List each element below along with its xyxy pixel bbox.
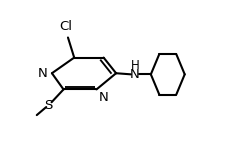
Text: Cl: Cl (59, 20, 72, 33)
Text: N: N (38, 67, 47, 80)
Text: N: N (129, 68, 139, 81)
Text: N: N (98, 90, 108, 104)
Text: H: H (130, 59, 139, 72)
Text: S: S (44, 99, 52, 112)
